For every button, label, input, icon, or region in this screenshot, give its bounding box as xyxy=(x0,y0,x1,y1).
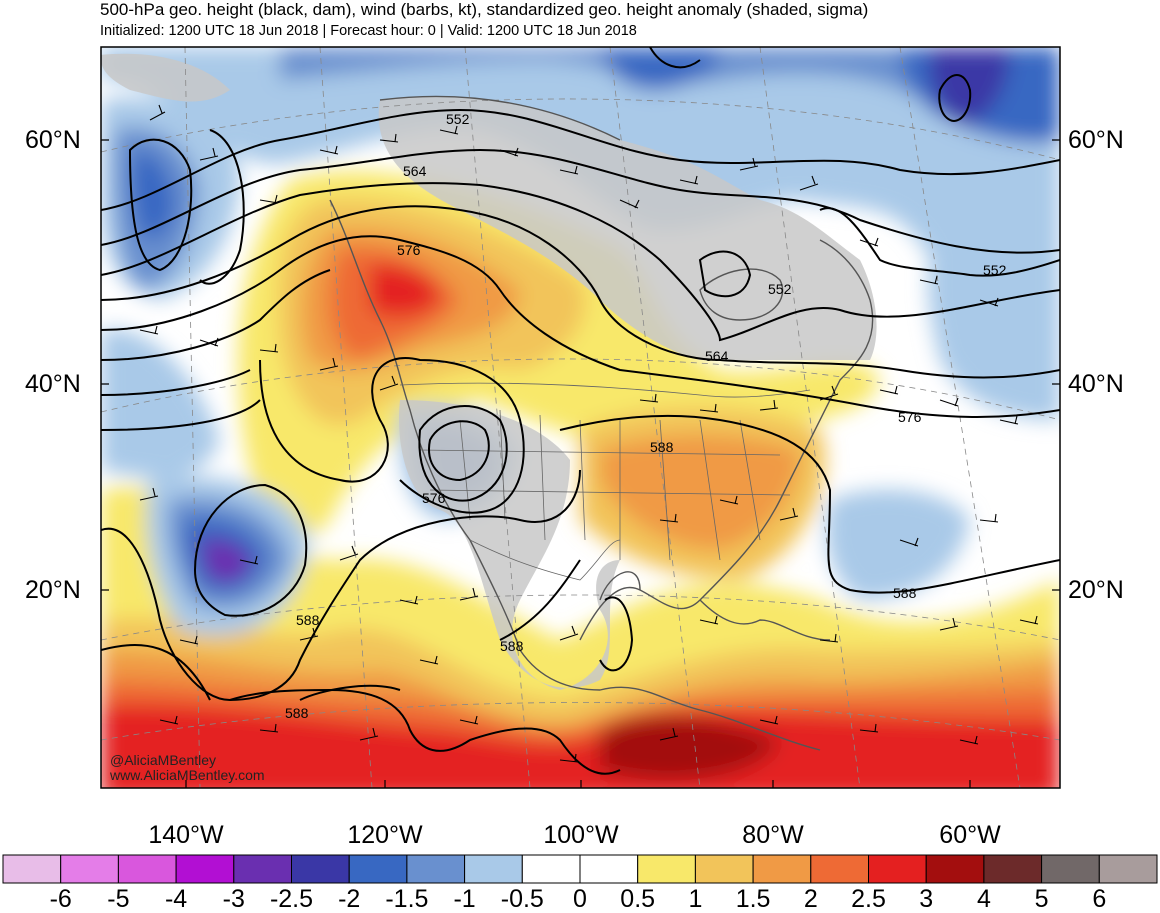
colorbar-swatch xyxy=(868,854,927,884)
contour-label: 564 xyxy=(705,348,729,364)
contour-label: 588 xyxy=(500,638,524,654)
colorbar-swatch xyxy=(637,854,696,884)
map-subtitle: Initialized: 1200 UTC 18 Jun 2018 | Fore… xyxy=(100,23,637,39)
contour-label: 576 xyxy=(397,242,421,258)
colorbar-label: 2.5 xyxy=(851,885,886,913)
colorbar-swatch xyxy=(1098,854,1158,884)
colorbar-swatch xyxy=(2,854,62,884)
graticule xyxy=(101,47,1060,788)
contour-label: 576 xyxy=(898,409,922,425)
colorbar-swatch xyxy=(406,854,466,884)
colorbar xyxy=(2,854,1158,884)
wind-barbs xyxy=(139,104,1039,763)
land-shading xyxy=(101,53,877,690)
lat-label-40n-right: 40°N xyxy=(1068,370,1124,398)
contour-label: 588 xyxy=(650,439,674,455)
lon-label-140w: 140°W xyxy=(148,821,224,849)
colorbar-label: 1.5 xyxy=(735,885,771,913)
credit-handle: @AliciaMBentley xyxy=(110,752,217,768)
map-title: 500-hPa geo. height (black, dam), wind (… xyxy=(100,0,869,19)
colorbar-swatch xyxy=(521,854,581,884)
colorbar-label: -4 xyxy=(164,885,188,913)
lon-label-60w: 60°W xyxy=(939,821,1001,849)
colorbar-label: -5 xyxy=(107,885,130,913)
colorbar-label: -6 xyxy=(49,885,72,913)
contour-label: 552 xyxy=(983,262,1007,278)
credit-website: www.AliciaMBentley.com xyxy=(110,767,265,783)
colorbar-swatch xyxy=(752,854,812,884)
lon-label-100w: 100°W xyxy=(543,821,619,849)
colorbar-label: -1.5 xyxy=(385,885,429,913)
colorbar-label: 0 xyxy=(573,885,587,913)
political-borders xyxy=(399,382,811,581)
colorbar-label: -1 xyxy=(453,885,476,913)
colorbar-label: 6 xyxy=(1092,885,1107,913)
contour-label: 588 xyxy=(893,585,917,601)
lat-label-40n-left: 40°N xyxy=(25,370,81,398)
frame-ticks xyxy=(101,139,1060,788)
lat-label-20n-right: 20°N xyxy=(1068,576,1124,604)
colorbar-swatch xyxy=(1041,854,1100,884)
colorbar-swatch xyxy=(983,854,1043,884)
lat-label-60n-left: 60°N xyxy=(25,126,81,154)
colorbar-swatch xyxy=(60,854,119,884)
colorbar-label: 0.5 xyxy=(620,885,656,913)
contour-label: 564 xyxy=(403,163,427,179)
colorbar-swatch xyxy=(464,854,523,884)
height-contours xyxy=(101,47,1060,775)
colorbar-label: 3 xyxy=(919,885,934,913)
contour-label: 576 xyxy=(422,490,446,506)
colorbar-label: -3 xyxy=(222,885,245,913)
colorbar-swatch xyxy=(291,854,350,884)
colorbar-label: -2.5 xyxy=(269,885,314,913)
lon-label-80w: 80°W xyxy=(742,821,804,849)
contour-label: 552 xyxy=(768,281,792,297)
contour-label: 588 xyxy=(285,705,309,721)
contour-label: 552 xyxy=(446,111,470,127)
coastlines xyxy=(329,95,874,751)
colorbar-swatch xyxy=(348,854,408,884)
colorbar-swatch xyxy=(694,854,754,884)
colorbar-label: 2 xyxy=(803,885,818,913)
colorbar-swatch xyxy=(579,854,639,884)
colorbar-label: 5 xyxy=(1034,885,1049,913)
contour-label: 588 xyxy=(296,612,320,628)
contour-labels: 552 564 576 552 564 552 576 588 576 588 … xyxy=(285,111,1007,721)
colorbar-swatch xyxy=(810,854,869,884)
colorbar-label: 1 xyxy=(688,885,703,913)
colorbar-label: -0.5 xyxy=(500,885,544,913)
colorbar-label: -2 xyxy=(338,885,361,913)
lon-label-120w: 120°W xyxy=(347,821,423,849)
colorbar-swatch xyxy=(175,854,235,884)
colorbar-label: 4 xyxy=(976,885,991,913)
colorbar-swatch xyxy=(117,854,177,884)
colorbar-swatch xyxy=(925,854,985,884)
colorbar-swatch xyxy=(233,854,293,884)
lat-label-60n-right: 60°N xyxy=(1068,126,1124,154)
lat-label-20n-left: 20°N xyxy=(25,576,81,604)
